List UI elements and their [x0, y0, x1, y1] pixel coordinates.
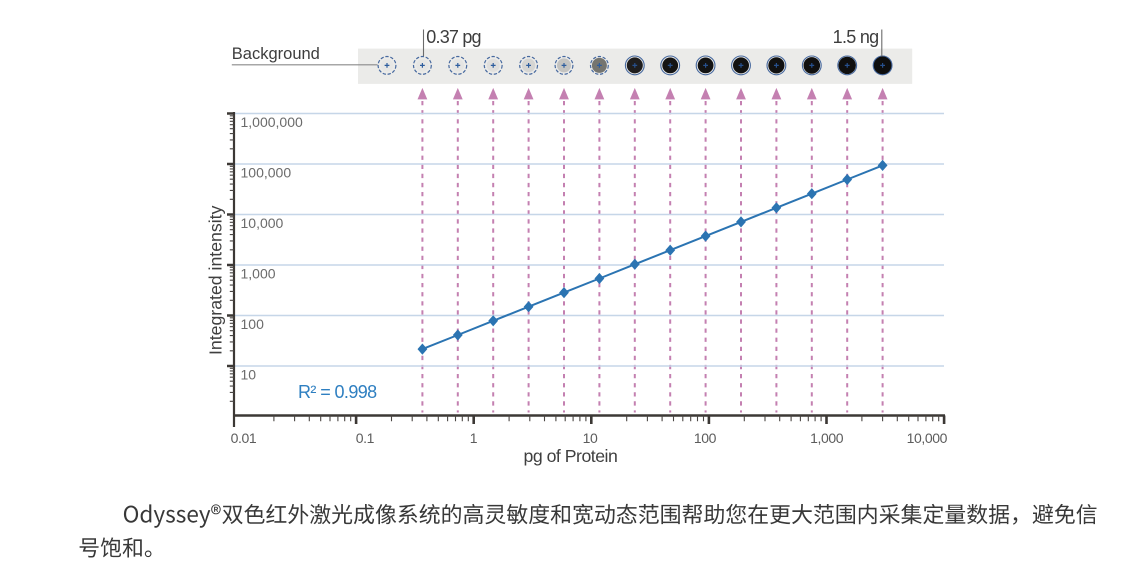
- svg-text:100: 100: [694, 430, 717, 446]
- svg-text:0.01: 0.01: [231, 430, 257, 446]
- svg-text:10: 10: [583, 430, 598, 446]
- svg-text:10,000: 10,000: [907, 430, 948, 446]
- svg-text:10,000: 10,000: [241, 215, 284, 231]
- svg-text:1,000: 1,000: [241, 266, 276, 282]
- svg-text:R² = 0.998: R² = 0.998: [298, 382, 377, 402]
- svg-text:100: 100: [241, 316, 265, 332]
- svg-text:1,000,000: 1,000,000: [241, 114, 303, 130]
- svg-text:1,000: 1,000: [810, 430, 844, 446]
- svg-text:0.1: 0.1: [356, 430, 375, 446]
- svg-text:10: 10: [241, 367, 257, 383]
- svg-text:1: 1: [470, 430, 478, 446]
- svg-text:Background: Background: [232, 45, 320, 63]
- svg-text:1.5 ng: 1.5 ng: [833, 27, 879, 47]
- svg-text:0.37 pg: 0.37 pg: [426, 27, 480, 47]
- svg-text:Integrated intensity: Integrated intensity: [206, 205, 226, 355]
- svg-text:pg of Protein: pg of Protein: [524, 446, 618, 466]
- svg-text:100,000: 100,000: [241, 165, 292, 181]
